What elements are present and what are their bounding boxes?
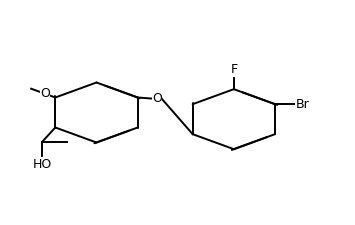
Text: Br: Br — [296, 98, 310, 111]
Text: F: F — [230, 63, 237, 76]
Text: HO: HO — [32, 158, 52, 171]
Text: O: O — [152, 92, 162, 105]
Text: O: O — [40, 87, 50, 100]
